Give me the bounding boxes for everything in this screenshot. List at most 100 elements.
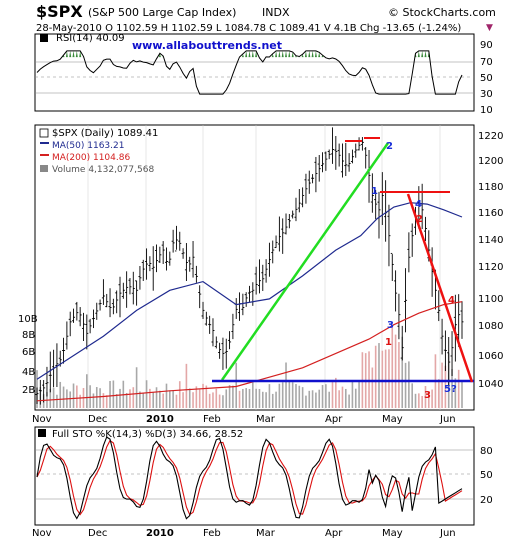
volume-bar [49, 388, 52, 408]
volume-bar [278, 383, 281, 408]
volume-bar [255, 388, 257, 408]
legend-volume-swatch [40, 165, 48, 172]
volume-bar [142, 393, 145, 408]
volume-bar [305, 395, 307, 408]
volume-bar [285, 362, 287, 408]
price-panel: $SPX (Daily) 1089.41 MA(50) 1163.21 MA(2… [18, 124, 503, 411]
volume-bar [125, 392, 128, 408]
volume-bar [275, 391, 277, 408]
volume-bar [344, 388, 347, 408]
x-label-nov-2: Nov [32, 528, 52, 539]
x-label-jun: Jun [439, 414, 456, 425]
volume-bar [208, 393, 211, 408]
volume-bar [76, 385, 78, 408]
wave-4-blue: 4 [415, 199, 422, 210]
volume-tick-4b: 4B [22, 367, 35, 378]
volume-bar [391, 325, 394, 408]
volume-bar [351, 380, 354, 408]
volume-bar [271, 393, 274, 408]
volume-bar [331, 380, 334, 408]
volume-tick-2b: 2B [22, 385, 35, 396]
x-axis-lower: Nov Dec 2010 Feb Mar Apr May Jun [32, 528, 456, 539]
volume-bar [212, 392, 214, 408]
sto-frame [34, 426, 475, 526]
rsi-swatch [40, 34, 48, 42]
volume-bar [232, 385, 234, 408]
rsi-tick-70: 70 [480, 57, 493, 68]
volume-bar [335, 377, 337, 408]
x-label-nov: Nov [32, 414, 52, 425]
x-label-2010: 2010 [146, 414, 174, 425]
wave-3-blue: 3 [387, 320, 394, 331]
volume-bar [268, 384, 271, 408]
volume-bar [235, 362, 238, 408]
header-symbol: $SPX [36, 2, 83, 21]
price-tick-1080: 1080 [478, 321, 503, 332]
volume-bar [218, 394, 221, 408]
volume-bar [86, 374, 88, 408]
volume-bar [52, 387, 55, 408]
volume-bar [152, 392, 155, 408]
wave-2-red: 2 [416, 214, 423, 225]
header-quote: 28-May-2010 O 1102.59 H 1102.59 L 1084.7… [36, 23, 461, 34]
volume-bar [222, 395, 224, 408]
volume-bar [72, 383, 75, 408]
volume-bar [281, 382, 284, 408]
volume-bar [265, 392, 267, 408]
volume-bar [115, 394, 118, 408]
volume-bar [261, 391, 264, 408]
volume-bar [325, 384, 327, 408]
x-label-mar: Mar [256, 414, 276, 425]
volume-bar [92, 393, 95, 408]
price-tick-1200: 1200 [478, 156, 503, 167]
rsi-tick-30: 30 [480, 89, 493, 100]
volume-bar [252, 382, 254, 408]
volume-tick-8b: 8B [22, 330, 35, 341]
volume-bar [301, 387, 304, 408]
volume-bar [421, 395, 423, 408]
legend-ma50: MA(50) 1163.21 [52, 141, 124, 151]
volume-bar [228, 385, 231, 408]
rsi-line [36, 50, 463, 95]
volume-bar [328, 391, 330, 408]
x-label-may-2: May [382, 528, 403, 539]
volume-bar [145, 380, 148, 408]
rsi-panel: RSI(14) 40.09 www.allabouttrends.net 90 … [34, 33, 493, 116]
volume-bar [408, 361, 410, 408]
volume-bar [109, 380, 111, 408]
volume-bar [215, 388, 218, 408]
wave-5-question: 5? [444, 384, 457, 395]
volume-bar [159, 390, 161, 408]
rsi-label: RSI(14) 40.09 [56, 33, 125, 44]
x-label-2010-2: 2010 [146, 528, 174, 539]
x-label-dec-2: Dec [88, 528, 107, 539]
volume-bar [381, 350, 384, 408]
x-label-mar-2: Mar [256, 528, 276, 539]
volume-bar [149, 388, 151, 408]
volume-bar [384, 349, 387, 408]
volume-bar [318, 389, 321, 408]
price-tick-1220: 1220 [478, 131, 503, 142]
legend-price-swatch [39, 128, 49, 138]
legend-volume: Volume 4,132,077,568 [52, 165, 154, 175]
green-trendline [220, 142, 390, 381]
volume-bar [202, 383, 204, 408]
rsi-tick-10: 10 [480, 105, 493, 116]
volume-bar [424, 386, 427, 408]
volume-bar [461, 380, 463, 408]
price-tick-1040: 1040 [478, 379, 503, 390]
volume-bar [437, 379, 440, 408]
volume-bar [308, 390, 311, 408]
volume-bar [162, 393, 164, 408]
volume-bar [89, 385, 91, 408]
volume-bar [112, 380, 115, 408]
volume-bar [315, 392, 317, 408]
volume-bar [242, 388, 244, 408]
price-tick-1120: 1120 [478, 262, 503, 273]
rsi-overbought-fill [62, 50, 430, 58]
volume-bar [441, 362, 443, 408]
sto-tick-80: 80 [480, 446, 493, 457]
legend-ma200-swatch [40, 154, 49, 156]
